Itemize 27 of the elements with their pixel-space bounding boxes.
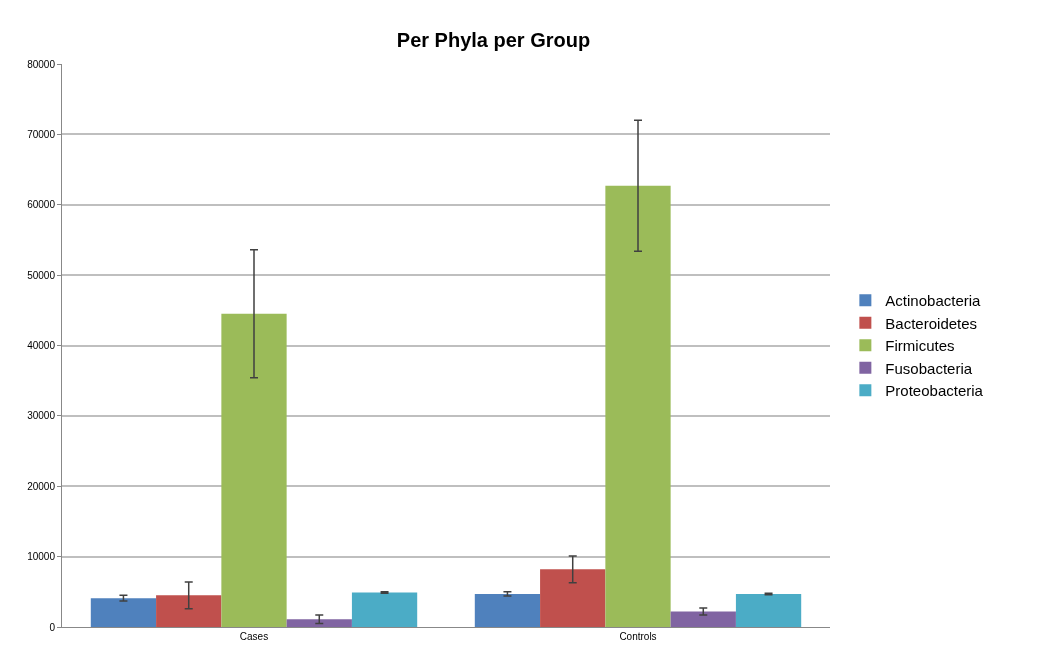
bar bbox=[474, 593, 541, 627]
y-tick-label: 10000 bbox=[27, 551, 56, 563]
bar bbox=[221, 313, 287, 627]
y-tick-label: 40000 bbox=[27, 340, 56, 351]
legend-label: Proteobacteria bbox=[885, 382, 984, 400]
bar bbox=[735, 593, 802, 627]
y-tick-label: 80000 bbox=[27, 58, 56, 70]
chart-title: Per Phyla per Group bbox=[396, 28, 591, 51]
y-tick-label: 70000 bbox=[27, 128, 56, 140]
y-tick-label: 60000 bbox=[27, 199, 56, 211]
bar bbox=[605, 185, 671, 627]
legend-label: Actinobacteria bbox=[885, 292, 982, 310]
x-tick-label: Controls bbox=[619, 631, 657, 642]
legend-label: Firmicutes bbox=[885, 337, 955, 355]
bar bbox=[90, 598, 157, 627]
bar bbox=[286, 619, 352, 627]
legend-label: Fusobacteria bbox=[885, 359, 973, 377]
x-tick-label: Cases bbox=[239, 631, 269, 642]
y-tick-label: 20000 bbox=[27, 480, 56, 492]
legend-label: Bacteroidetes bbox=[885, 314, 978, 332]
bar bbox=[670, 611, 736, 627]
y-tick-label: 0 bbox=[49, 621, 56, 633]
y-tick-label: 30000 bbox=[27, 410, 56, 422]
y-tick-label: 50000 bbox=[27, 269, 56, 281]
bar bbox=[351, 592, 418, 627]
bar bbox=[540, 569, 606, 627]
bar bbox=[156, 595, 222, 627]
